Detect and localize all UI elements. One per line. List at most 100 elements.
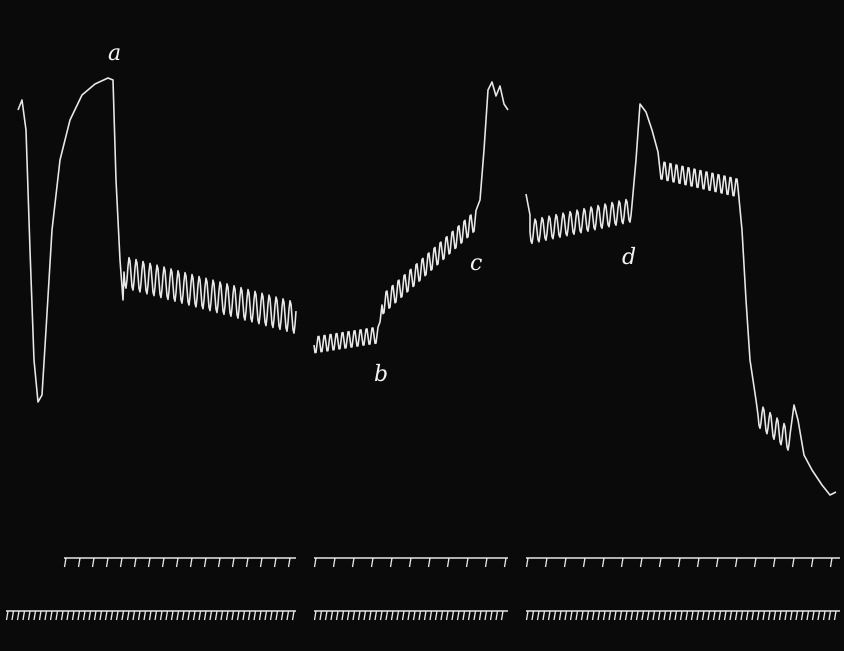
time-tick <box>231 610 235 621</box>
time-tick <box>674 610 678 621</box>
time-tick <box>220 610 224 621</box>
time-tick <box>203 557 207 568</box>
time-tick <box>575 610 579 621</box>
time-tick <box>462 610 466 621</box>
time-tick <box>253 610 257 621</box>
time-tick <box>564 610 568 621</box>
time-tick <box>273 557 277 568</box>
time-tick <box>16 610 20 621</box>
time-tick <box>258 610 262 621</box>
time-tick <box>63 557 67 568</box>
time-tick <box>663 610 667 621</box>
time-tick <box>390 610 394 621</box>
time-tick <box>677 557 681 568</box>
time-tick <box>602 610 606 621</box>
time-tick <box>544 557 548 568</box>
time-tick <box>800 610 804 621</box>
time-tick <box>181 610 185 621</box>
time-tick <box>789 610 793 621</box>
time-tick <box>751 610 755 621</box>
time-tick <box>203 610 207 621</box>
time-tick <box>115 610 119 621</box>
time-tick <box>718 610 722 621</box>
time-tick <box>55 610 59 621</box>
time-tick <box>619 610 623 621</box>
time-tick <box>231 557 235 568</box>
time-tick <box>547 610 551 621</box>
time-tick <box>245 557 249 568</box>
time-tick <box>313 610 317 621</box>
time-tick <box>806 610 810 621</box>
time-tick <box>473 610 477 621</box>
time-tick <box>341 610 345 621</box>
time-tick <box>214 610 218 621</box>
time-tick <box>209 610 213 621</box>
time-tick <box>756 610 760 621</box>
time-tick <box>396 610 400 621</box>
time-tick <box>91 557 95 568</box>
time-tick <box>225 610 229 621</box>
time-tick <box>5 610 9 621</box>
time-tick <box>247 610 251 621</box>
time-tick <box>368 610 372 621</box>
time-tick <box>370 557 374 568</box>
time-tick <box>580 610 584 621</box>
time-tick <box>105 557 109 568</box>
time-tick <box>536 610 540 621</box>
time-tick <box>795 610 799 621</box>
time-tick <box>829 557 833 568</box>
time-tick <box>778 610 782 621</box>
time-tick <box>423 610 427 621</box>
time-tick <box>165 610 169 621</box>
time-tick <box>319 610 323 621</box>
time-tick <box>352 610 356 621</box>
time-tick <box>242 610 246 621</box>
time-tick <box>484 610 488 621</box>
time-tick <box>525 557 529 568</box>
time-tick <box>104 610 108 621</box>
time-tick <box>374 610 378 621</box>
time-tick <box>641 610 645 621</box>
time-tick <box>154 610 158 621</box>
time-tick <box>762 610 766 621</box>
time-tick <box>478 610 482 621</box>
time-tick <box>772 557 776 568</box>
time-tick <box>132 610 136 621</box>
time-tick <box>71 610 75 621</box>
trace-segment-2 <box>313 81 509 354</box>
time-tick <box>484 557 488 568</box>
trace-segment-1 <box>17 77 297 403</box>
time-tick <box>110 610 114 621</box>
time-tick <box>753 557 757 568</box>
time-tick <box>696 610 700 621</box>
time-tick <box>27 610 31 621</box>
time-tick <box>646 610 650 621</box>
mark-b: b <box>374 362 388 387</box>
time-tick <box>357 610 361 621</box>
time-tick <box>269 610 273 621</box>
time-tick <box>446 557 450 568</box>
mark-c: c <box>470 251 482 276</box>
time-tick <box>33 610 37 621</box>
time-tick <box>608 610 612 621</box>
time-tick <box>287 557 291 568</box>
time-tick <box>126 610 130 621</box>
time-tick <box>335 610 339 621</box>
time-tick <box>712 610 716 621</box>
time-tick <box>189 557 193 568</box>
time-tick <box>275 610 279 621</box>
time-tick <box>445 610 449 621</box>
time-tick <box>88 610 92 621</box>
time-tick <box>217 557 221 568</box>
time-tick <box>784 610 788 621</box>
time-tick <box>363 610 367 621</box>
time-tick <box>734 610 738 621</box>
time-tick <box>503 557 507 568</box>
time-tick <box>259 557 263 568</box>
time-tick <box>280 610 284 621</box>
time-tick <box>291 610 295 621</box>
time-tick <box>582 557 586 568</box>
time-tick <box>467 610 471 621</box>
time-tick <box>833 610 837 621</box>
